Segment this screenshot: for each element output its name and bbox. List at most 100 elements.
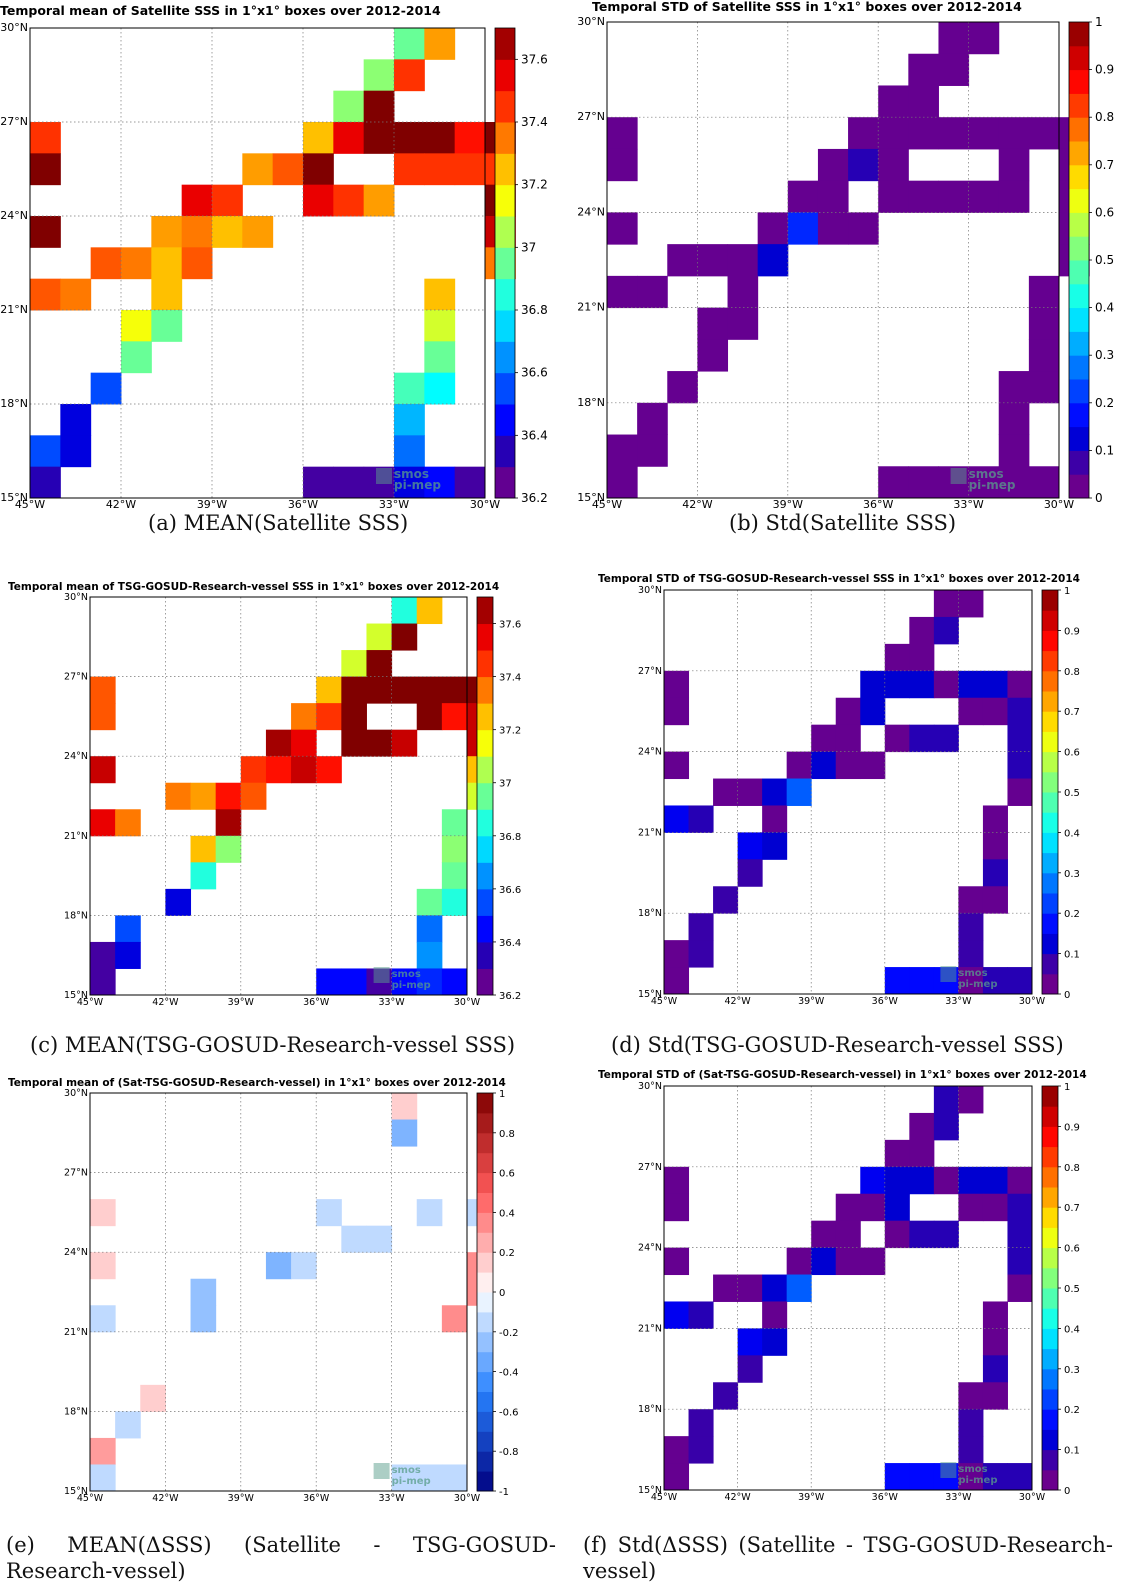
heatmap-cell [151, 310, 183, 342]
heatmap-cell [30, 216, 61, 248]
heatmap-cell [1007, 967, 1033, 995]
x-tick-label: 30°W [454, 997, 481, 1008]
colorbar-segment [495, 90, 515, 123]
heatmap-cell [762, 832, 788, 860]
colorbar-segment [1042, 731, 1058, 753]
heatmap-cell [968, 180, 1000, 213]
colorbar-tick-label: 36.8 [499, 832, 521, 843]
heatmap-cell [454, 153, 486, 186]
heatmap-cell [424, 466, 456, 499]
heatmap-cell [848, 212, 879, 245]
colorbar-segment [495, 28, 515, 60]
heatmap-cell [884, 1220, 910, 1249]
heatmap-cell [688, 1436, 714, 1464]
colorbar-tick-label: 1 [1095, 15, 1103, 29]
heatmap-cell [190, 1278, 217, 1306]
heatmap-cell [958, 1166, 984, 1195]
heatmap-cell [958, 967, 984, 995]
heatmap-cell [272, 153, 304, 186]
colorbar-tick-label: -0.8 [499, 1447, 519, 1458]
heatmap-cell [181, 247, 213, 280]
colorbar-tick-label: 0 [1064, 1486, 1070, 1497]
heatmap-cell [664, 670, 690, 699]
heatmap-cell [713, 886, 739, 914]
heatmap-cell [424, 341, 456, 374]
heatmap-cell [908, 85, 939, 118]
heatmap-cell [982, 805, 1008, 833]
watermark-text: pi-mep [394, 478, 441, 492]
colorbar-tick-label: 37.4 [521, 115, 548, 129]
colorbar-tick-label: 0.7 [1095, 158, 1114, 172]
heatmap-cell [982, 859, 1008, 887]
colorbar-tick-label: 0.7 [1064, 707, 1080, 718]
x-tick-label: 42°W [682, 498, 712, 511]
colorbar-tick-label: 0.4 [499, 1208, 515, 1219]
colorbar-tick-label: 36.6 [499, 885, 521, 896]
heatmap-cell [90, 703, 116, 731]
heatmap-cell [90, 809, 116, 837]
colorbar-segment [1069, 164, 1089, 190]
heatmap-cell [811, 1247, 837, 1276]
colorbar-segment [1069, 283, 1089, 309]
heatmap-cell [1028, 307, 1060, 340]
x-tick-label: 36°W [303, 1493, 330, 1504]
colorbar-segment [1042, 650, 1058, 672]
colorbar-segment [1069, 260, 1089, 285]
colorbar-segment [495, 435, 515, 468]
heatmap-cell [958, 1086, 984, 1114]
heatmap-cell [762, 1274, 788, 1302]
heatmap-cell [762, 1328, 788, 1356]
plot-frame [606, 21, 1060, 499]
colorbar-segment [1042, 691, 1058, 712]
heatmap-cell [938, 117, 970, 150]
heatmap-cell [291, 703, 317, 731]
heatmap-cell [909, 1112, 935, 1141]
y-tick-label: 27°N [577, 110, 605, 123]
colorbar-segment [1042, 1227, 1058, 1249]
heatmap-cell [424, 28, 456, 60]
colorbar-segment [477, 1451, 493, 1472]
heatmap-cell [933, 724, 959, 753]
heatmap-cell [60, 435, 92, 468]
heatmap-cell [424, 310, 456, 342]
colorbar-segment [477, 1172, 493, 1193]
heatmap-cell [811, 751, 837, 780]
heatmap-cell [1007, 670, 1033, 699]
heatmap-cell [958, 590, 984, 618]
x-tick-label: 30°W [454, 1493, 481, 1504]
colorbar-segment [1042, 1328, 1058, 1350]
heatmap-cell [316, 1199, 342, 1227]
y-tick-label: 27°N [64, 1168, 88, 1179]
heatmap-cell [212, 184, 243, 217]
heatmap-cell [60, 278, 92, 311]
caption-f: (f) Std(ΔSSS) (Satellite - TSG-GOSUD-Res… [583, 1533, 1113, 1583]
colorbar-segment [477, 1431, 493, 1452]
heatmap-cell [958, 1463, 984, 1491]
heatmap-cell [394, 372, 425, 405]
colorbar-segment [477, 650, 493, 678]
x-tick-label: 33°W [379, 498, 409, 511]
colorbar-segment [477, 597, 493, 625]
colorbar-tick-label: -1 [499, 1487, 509, 1498]
colorbar-segment [1042, 812, 1058, 833]
colorbar-segment [1042, 1267, 1058, 1289]
colorbar-segment [1069, 93, 1089, 118]
heatmap-cell [341, 968, 367, 996]
colorbar-tick-label: 1 [1064, 1082, 1070, 1093]
watermark-text: smos [392, 969, 421, 980]
colorbar-segment [1069, 450, 1089, 475]
heatmap-cell [998, 434, 1030, 467]
colorbar-tick-label: 0.4 [1064, 828, 1080, 839]
heatmap-cell [303, 466, 334, 499]
x-tick-label: 45°W [592, 498, 622, 511]
heatmap-cell [121, 247, 152, 280]
heatmap-cell [424, 278, 456, 311]
watermark-logo [376, 468, 392, 484]
heatmap-cell [909, 1463, 935, 1491]
heatmap-cell [786, 1247, 812, 1276]
heatmap-cell [190, 782, 217, 810]
colorbar-tick-label: 37.4 [499, 673, 521, 684]
heatmap-cell [884, 643, 910, 672]
heatmap-cell [240, 782, 267, 810]
x-tick-label: 39°W [798, 1492, 825, 1503]
